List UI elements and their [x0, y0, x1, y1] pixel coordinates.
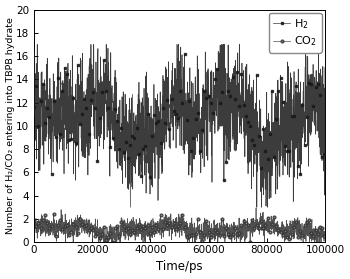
$\mathrm{H_2}$	[174, 82, 178, 86]
$\mathrm{CO_2}$	[254, 206, 258, 210]
Line: $\mathrm{CO_2}$: $\mathrm{CO_2}$	[33, 206, 326, 244]
Legend: $\mathrm{H_2}$, $\mathrm{CO_2}$: $\mathrm{H_2}$, $\mathrm{CO_2}$	[269, 13, 322, 53]
$\mathrm{H_2}$	[315, 106, 319, 109]
$\mathrm{H_2}$	[261, 124, 265, 128]
$\mathrm{CO_2}$	[315, 229, 319, 232]
$\mathrm{H_2}$	[35, 43, 39, 46]
$\mathrm{CO_2}$	[315, 234, 319, 237]
$\mathrm{CO_2}$	[71, 240, 75, 244]
$\mathrm{CO_2}$	[47, 234, 51, 237]
$\mathrm{H_2}$	[166, 128, 170, 131]
$\mathrm{H_2}$	[47, 137, 51, 140]
$\mathrm{CO_2}$	[174, 224, 178, 228]
X-axis label: Time/ps: Time/ps	[156, 260, 203, 273]
$\mathrm{H_2}$	[323, 66, 327, 69]
$\mathrm{CO_2}$	[166, 225, 170, 228]
$\mathrm{H_2}$	[128, 206, 132, 209]
$\mathrm{CO_2}$	[32, 219, 36, 223]
$\mathrm{CO_2}$	[261, 229, 265, 232]
$\mathrm{H_2}$	[32, 105, 36, 109]
$\mathrm{CO_2}$	[323, 231, 327, 235]
Y-axis label: Number of H₂/CO₂ entering into TBPB hydrate: Number of H₂/CO₂ entering into TBPB hydr…	[6, 17, 15, 234]
$\mathrm{H_2}$	[315, 86, 319, 89]
Line: $\mathrm{H_2}$: $\mathrm{H_2}$	[33, 43, 326, 208]
